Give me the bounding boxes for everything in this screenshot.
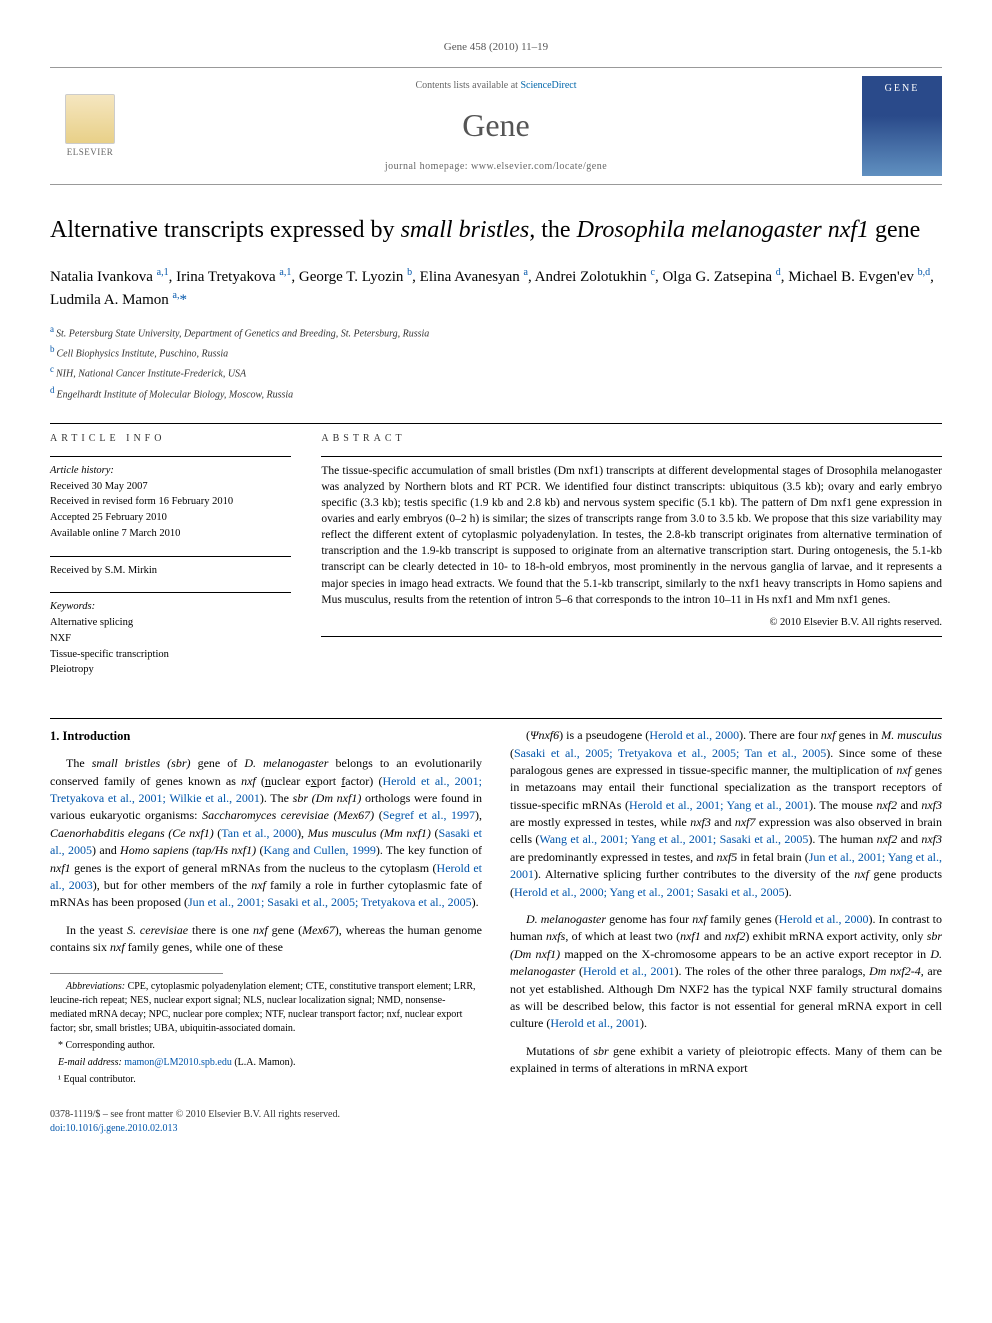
author: Michael B. Evgen'ev b,d (788, 269, 930, 285)
author-list: Natalia Ivankova a,1, Irina Tretyakova a… (50, 265, 942, 312)
divider (321, 456, 942, 457)
sciencedirect-link[interactable]: ScienceDirect (520, 80, 576, 91)
contents-prefix: Contents lists available at (415, 80, 520, 91)
received-by: Received by S.M. Mirkin (50, 563, 291, 579)
author: Irina Tretyakova a,1 (176, 269, 291, 285)
affiliation-list: aSt. Petersburg State University, Depart… (50, 322, 942, 403)
body-columns: 1. Introduction The small bristles (sbr)… (50, 727, 942, 1089)
title-part-italic: Drosophila melanogaster nxf1 (577, 217, 869, 243)
journal-homepage: journal homepage: www.elsevier.com/locat… (130, 160, 862, 174)
keyword: Tissue-specific transcription (50, 647, 291, 663)
author-affil-sup: b (407, 267, 412, 278)
divider (50, 423, 942, 424)
title-part: the (535, 217, 576, 243)
author-affil-sup: d (776, 267, 781, 278)
email-label: E-mail address: (58, 1057, 124, 1068)
footer: 0378-1119/$ – see front matter © 2010 El… (50, 1108, 942, 1136)
article-history: Article history: Received 30 May 2007Rec… (50, 463, 291, 542)
cover-thumbnail (862, 76, 942, 176)
masthead: ELSEVIER Contents lists available at Sci… (50, 67, 942, 185)
doi-link[interactable]: doi:10.1016/j.gene.2010.02.013 (50, 1122, 942, 1136)
divider (50, 556, 291, 557)
abstract: ABSTRACT The tissue-specific accumulatio… (321, 432, 942, 692)
divider (50, 592, 291, 593)
author: Ludmila A. Mamon a,* (50, 292, 187, 308)
author: Andrei Zolotukhin c (535, 269, 655, 285)
history-line: Available online 7 March 2010 (50, 526, 291, 542)
publisher-label: ELSEVIER (67, 146, 114, 159)
title-part: Alternative transcripts expressed by (50, 217, 401, 243)
abstract-text: The tissue-specific accumulation of smal… (321, 463, 942, 608)
article-info-heading: ARTICLE INFO (50, 432, 291, 446)
info-abstract-row: ARTICLE INFO Article history: Received 3… (50, 432, 942, 692)
equal-contributor-footnote: ¹ Equal contributor. (50, 1073, 482, 1087)
email-suffix: (L.A. Mamon). (232, 1057, 296, 1068)
abbrev-label: Abbreviations: (66, 981, 125, 992)
right-column: (Ψnxf6) is a pseudogene (Herold et al., … (510, 727, 942, 1089)
title-part-italic: small bristles, (401, 217, 536, 243)
affiliation: aSt. Petersburg State University, Depart… (50, 322, 942, 342)
author: George T. Lyozin b (299, 269, 412, 285)
keyword: Alternative splicing (50, 615, 291, 631)
front-matter-line: 0378-1119/$ – see front matter © 2010 El… (50, 1108, 942, 1122)
abbreviations-footnote: Abbreviations: CPE, cytoplasmic polyaden… (50, 980, 482, 1036)
elsevier-tree-icon (65, 94, 115, 144)
affiliation: cNIH, National Cancer Institute-Frederic… (50, 362, 942, 382)
body-paragraph: (Ψnxf6) is a pseudogene (Herold et al., … (510, 727, 942, 901)
history-line: Received in revised form 16 February 201… (50, 494, 291, 510)
divider (50, 456, 291, 457)
body-paragraph: In the yeast S. cerevisiae there is one … (50, 922, 482, 957)
publisher-logo-block: ELSEVIER (50, 86, 130, 166)
affiliation: dEngelhardt Institute of Molecular Biolo… (50, 383, 942, 403)
author: Elina Avanesyan a (420, 269, 528, 285)
journal-reference: Gene 458 (2010) 11–19 (50, 40, 942, 55)
article-info: ARTICLE INFO Article history: Received 3… (50, 432, 291, 692)
abstract-heading: ABSTRACT (321, 432, 942, 446)
keyword: Pleiotropy (50, 662, 291, 678)
masthead-center: Contents lists available at ScienceDirec… (130, 79, 862, 174)
divider (321, 636, 942, 637)
author: Natalia Ivankova a,1 (50, 269, 169, 285)
history-line: Received 30 May 2007 (50, 479, 291, 495)
footnotes: Abbreviations: CPE, cytoplasmic polyaden… (50, 980, 482, 1087)
contents-line: Contents lists available at ScienceDirec… (130, 79, 862, 93)
body-paragraph: Mutations of sbr gene exhibit a variety … (510, 1043, 942, 1078)
history-label: Article history: (50, 463, 291, 479)
email-footnote: E-mail address: mamon@LM2010.spb.edu (L.… (50, 1056, 482, 1070)
keywords-label: Keywords: (50, 599, 291, 615)
keyword: NXF (50, 631, 291, 647)
abstract-copyright: © 2010 Elsevier B.V. All rights reserved… (321, 616, 942, 631)
article-title: Alternative transcripts expressed by sma… (50, 215, 942, 246)
footnote-separator (50, 973, 223, 974)
email-link[interactable]: mamon@LM2010.spb.edu (124, 1057, 232, 1068)
author-affil-sup: a,1 (279, 267, 291, 278)
author-affil-sup: a (524, 267, 528, 278)
section-heading-introduction: 1. Introduction (50, 727, 482, 745)
author-affil-sup: b,d (918, 267, 931, 278)
history-line: Accepted 25 February 2010 (50, 510, 291, 526)
author-affil-sup: a,1 (157, 267, 169, 278)
title-part: gene (869, 217, 920, 243)
author: Olga G. Zatsepina d (662, 269, 780, 285)
body-paragraph: The small bristles (sbr) gene of D. mela… (50, 755, 482, 912)
affiliation: bCell Biophysics Institute, Puschino, Ru… (50, 342, 942, 362)
divider (50, 718, 942, 719)
left-column: 1. Introduction The small bristles (sbr)… (50, 727, 482, 1089)
journal-name: Gene (130, 103, 862, 148)
corresponding-author-footnote: * Corresponding author. (50, 1039, 482, 1053)
body-paragraph: D. melanogaster genome has four nxf fami… (510, 911, 942, 1033)
cover-image (862, 76, 942, 176)
author-affil-sup: c (651, 267, 655, 278)
keywords-block: Keywords: Alternative splicingNXFTissue-… (50, 599, 291, 678)
